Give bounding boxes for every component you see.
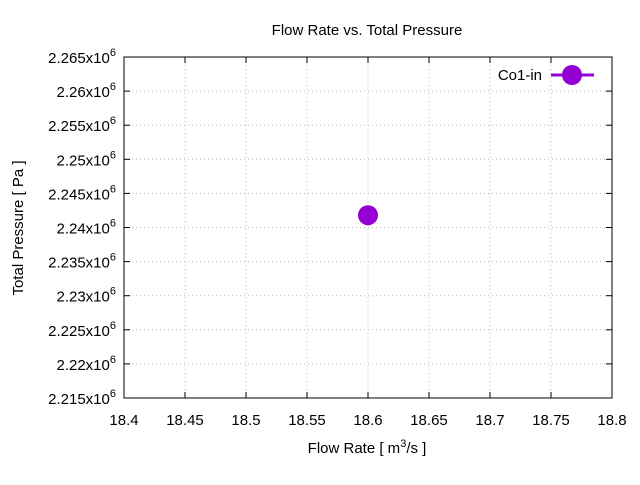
x-tick-label: 18.65 bbox=[410, 412, 448, 429]
data-points bbox=[358, 205, 378, 226]
y-tick-label: 2.225x106 bbox=[48, 320, 116, 340]
y-tick-label: 2.265x106 bbox=[48, 47, 116, 67]
y-tick-label: 2.215x106 bbox=[48, 388, 116, 408]
data-point bbox=[358, 205, 378, 226]
x-tick-label: 18.4 bbox=[109, 412, 138, 429]
grid bbox=[124, 57, 612, 398]
legend-marker-swatch bbox=[562, 65, 582, 85]
axis-ticks: 18.4 18.45 18.5 18.55 18.6 18.65 18.7 18.75 18.8… bbox=[48, 47, 626, 429]
y-tick-label: 2.23x106 bbox=[56, 286, 116, 306]
x-tick-label: 18.8 bbox=[597, 412, 626, 429]
y-tick-label: 2.245x106 bbox=[48, 183, 116, 203]
x-tick-label: 18.7 bbox=[475, 412, 504, 429]
x-tick-label: 18.75 bbox=[532, 412, 570, 429]
x-tick-label: 18.45 bbox=[166, 412, 204, 429]
y-tick-label: 2.25x106 bbox=[56, 149, 116, 169]
x-tick-label: 18.6 bbox=[353, 412, 382, 429]
x-axis-label: Flow Rate [ m3/s ] bbox=[308, 438, 427, 457]
y-tick-label: 2.22x106 bbox=[56, 354, 116, 374]
y-tick-label: 2.235x106 bbox=[48, 252, 116, 272]
x-tick-label: 18.55 bbox=[288, 412, 326, 429]
y-tick-label: 2.24x106 bbox=[56, 218, 116, 238]
y-axis-label: Total Pressure [ Pa ] bbox=[10, 160, 27, 295]
y-tick-label: 2.26x106 bbox=[56, 81, 116, 101]
y-tick-label: 2.255x106 bbox=[48, 115, 116, 135]
chart-title: Flow Rate vs. Total Pressure bbox=[272, 22, 463, 39]
legend-label: Co1-in bbox=[498, 67, 542, 84]
x-tick-label: 18.5 bbox=[231, 412, 260, 429]
legend: Co1-in bbox=[498, 65, 594, 85]
